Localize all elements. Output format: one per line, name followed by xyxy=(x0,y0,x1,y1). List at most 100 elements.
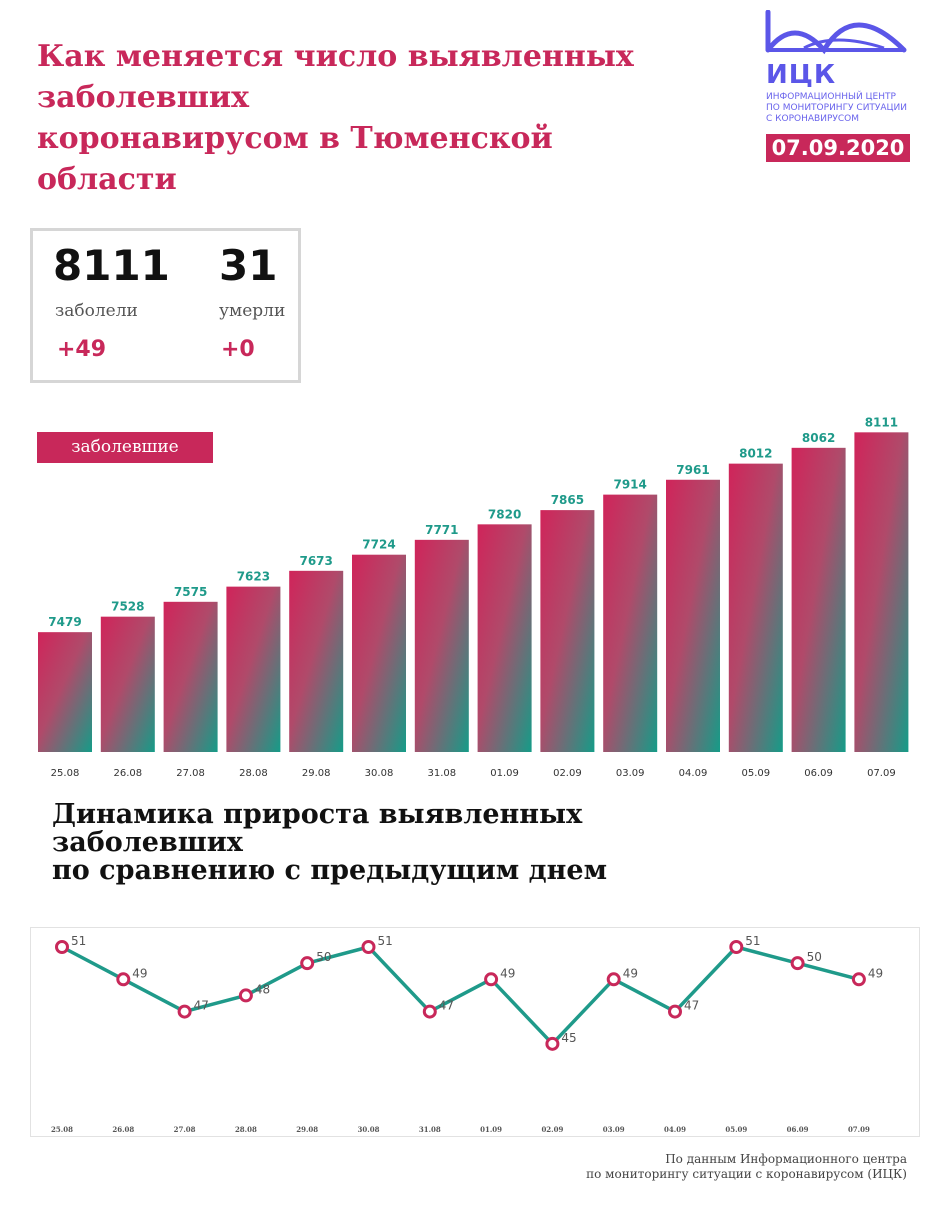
bar-value-label: 7865 xyxy=(551,493,584,507)
bar xyxy=(728,463,783,752)
bar xyxy=(540,510,595,752)
x-tick-label: 03.09 xyxy=(616,768,645,779)
point-value-label: 47 xyxy=(439,999,454,1013)
x-tick-label: 05.09 xyxy=(741,768,770,779)
bar-value-label: 7771 xyxy=(425,523,458,537)
title-line: Как меняется число выявленных xyxy=(37,39,634,74)
x-tick-label: 31.08 xyxy=(419,1125,441,1134)
data-point xyxy=(361,940,376,954)
point-value-label: 47 xyxy=(684,999,699,1013)
cases-bar-chart: 7479 25.08 7528 26.08 7575 27.08 7623 28.08 7673… xyxy=(38,415,909,779)
logo-name: ИЦК xyxy=(766,60,837,90)
x-tick-label: 07.09 xyxy=(867,768,896,779)
bar xyxy=(100,616,155,752)
data-point xyxy=(606,972,621,987)
x-tick-label: 30.08 xyxy=(365,768,394,779)
x-tick-label: 05.09 xyxy=(725,1125,747,1134)
point-value-label: 47 xyxy=(194,999,209,1013)
point-value-label: 48 xyxy=(255,982,270,996)
bar xyxy=(791,447,846,752)
point-value-label: 49 xyxy=(623,966,638,980)
bar-value-label: 7673 xyxy=(299,554,332,568)
bar-value-label: 7528 xyxy=(111,600,144,614)
bar-value-label: 7623 xyxy=(237,570,270,584)
x-tick-label: 03.09 xyxy=(603,1125,625,1134)
bar-value-label: 7914 xyxy=(613,478,646,492)
data-point xyxy=(668,1004,682,1019)
point-value-label: 49 xyxy=(500,966,515,980)
point-value-label: 49 xyxy=(132,966,147,980)
bar-value-label: 7724 xyxy=(362,538,395,552)
x-tick-label: 27.08 xyxy=(176,768,205,779)
bar xyxy=(603,494,658,752)
itsk-logo: ИЦК ИНФОРМАЦИОННЫЙ ЦЕНТР ПО МОНИТОРИНГУ … xyxy=(764,10,914,124)
data-point xyxy=(300,956,315,971)
x-tick-label: 06.09 xyxy=(787,1125,809,1134)
data-point xyxy=(116,972,131,987)
data-point xyxy=(851,972,866,987)
line-title-line: по сравнению с предыдущим днем xyxy=(52,855,608,886)
x-tick-label: 28.08 xyxy=(239,768,268,779)
bar xyxy=(414,539,469,752)
x-tick-label: 01.09 xyxy=(480,1125,502,1134)
source-note: По данным Информационного центра по мони… xyxy=(586,1152,907,1182)
data-point xyxy=(790,956,805,971)
source-line: по мониторингу ситуации с коронавирусом … xyxy=(586,1167,907,1181)
page-title: Как меняется число выявленных заболевших… xyxy=(37,36,677,200)
line-title-line: заболевших xyxy=(52,827,243,858)
cases-label: заболели xyxy=(55,301,138,321)
point-value-label: 51 xyxy=(71,934,86,948)
bar-value-label: 7820 xyxy=(488,507,521,521)
cases-delta: +49 xyxy=(57,337,107,362)
deaths-total: 31 xyxy=(219,241,278,290)
x-tick-label: 31.08 xyxy=(427,768,456,779)
logo-wave-icon xyxy=(765,10,907,55)
point-value-label: 51 xyxy=(378,934,393,948)
data-point xyxy=(484,972,499,987)
bar xyxy=(38,632,92,752)
source-line: По данным Информационного центра xyxy=(665,1152,907,1166)
point-value-label: 50 xyxy=(807,950,822,964)
deaths-label: умерли xyxy=(219,301,286,321)
bar xyxy=(477,524,532,752)
bar-value-label: 8111 xyxy=(865,415,898,429)
stats-summary-box: 8111 заболели +49 31 умерли +0 xyxy=(30,228,301,383)
x-tick-label: 30.08 xyxy=(358,1125,380,1134)
data-point xyxy=(238,988,253,1003)
bar-legend-tag: заболевшие xyxy=(37,432,213,463)
series-line xyxy=(61,945,860,1046)
point-value-label: 51 xyxy=(745,934,760,948)
line-title-line: Динамика прироста выявленных xyxy=(52,799,583,830)
line-chart-title: Динамика прироста выявленных заболевших … xyxy=(52,801,672,885)
data-point xyxy=(729,940,744,954)
bar xyxy=(226,586,281,752)
x-tick-label: 27.08 xyxy=(174,1125,196,1134)
x-tick-label: 01.09 xyxy=(490,768,519,779)
title-line: заболевших xyxy=(37,80,250,115)
date-badge: 07.09.2020 xyxy=(766,134,910,162)
x-tick-label: 07.09 xyxy=(848,1125,870,1134)
x-tick-label: 25.08 xyxy=(51,1125,73,1134)
bar xyxy=(666,479,720,752)
x-tick-label: 06.09 xyxy=(804,768,833,779)
x-tick-label: 29.08 xyxy=(302,768,331,779)
bar xyxy=(289,570,344,752)
data-point xyxy=(177,1004,192,1019)
point-value-label: 50 xyxy=(316,950,331,964)
bar xyxy=(854,432,909,752)
logo-subtitle-line: ПО МОНИТОРИНГУ СИТУАЦИИ xyxy=(766,103,908,113)
x-tick-label: 28.08 xyxy=(235,1125,257,1134)
bar xyxy=(163,601,218,752)
point-value-label: 49 xyxy=(868,966,883,980)
bar-value-label: 7479 xyxy=(48,615,81,629)
bar-value-label: 8012 xyxy=(739,447,772,461)
bar-value-label: 8062 xyxy=(802,431,835,445)
x-tick-label: 26.08 xyxy=(113,768,142,779)
bar-value-label: 7961 xyxy=(676,463,709,477)
point-value-label: 45 xyxy=(561,1031,576,1045)
data-point xyxy=(422,1004,437,1019)
x-tick-label: 29.08 xyxy=(296,1125,318,1134)
bar xyxy=(352,554,406,752)
data-point xyxy=(545,1036,560,1051)
bar-value-label: 7575 xyxy=(174,585,207,599)
